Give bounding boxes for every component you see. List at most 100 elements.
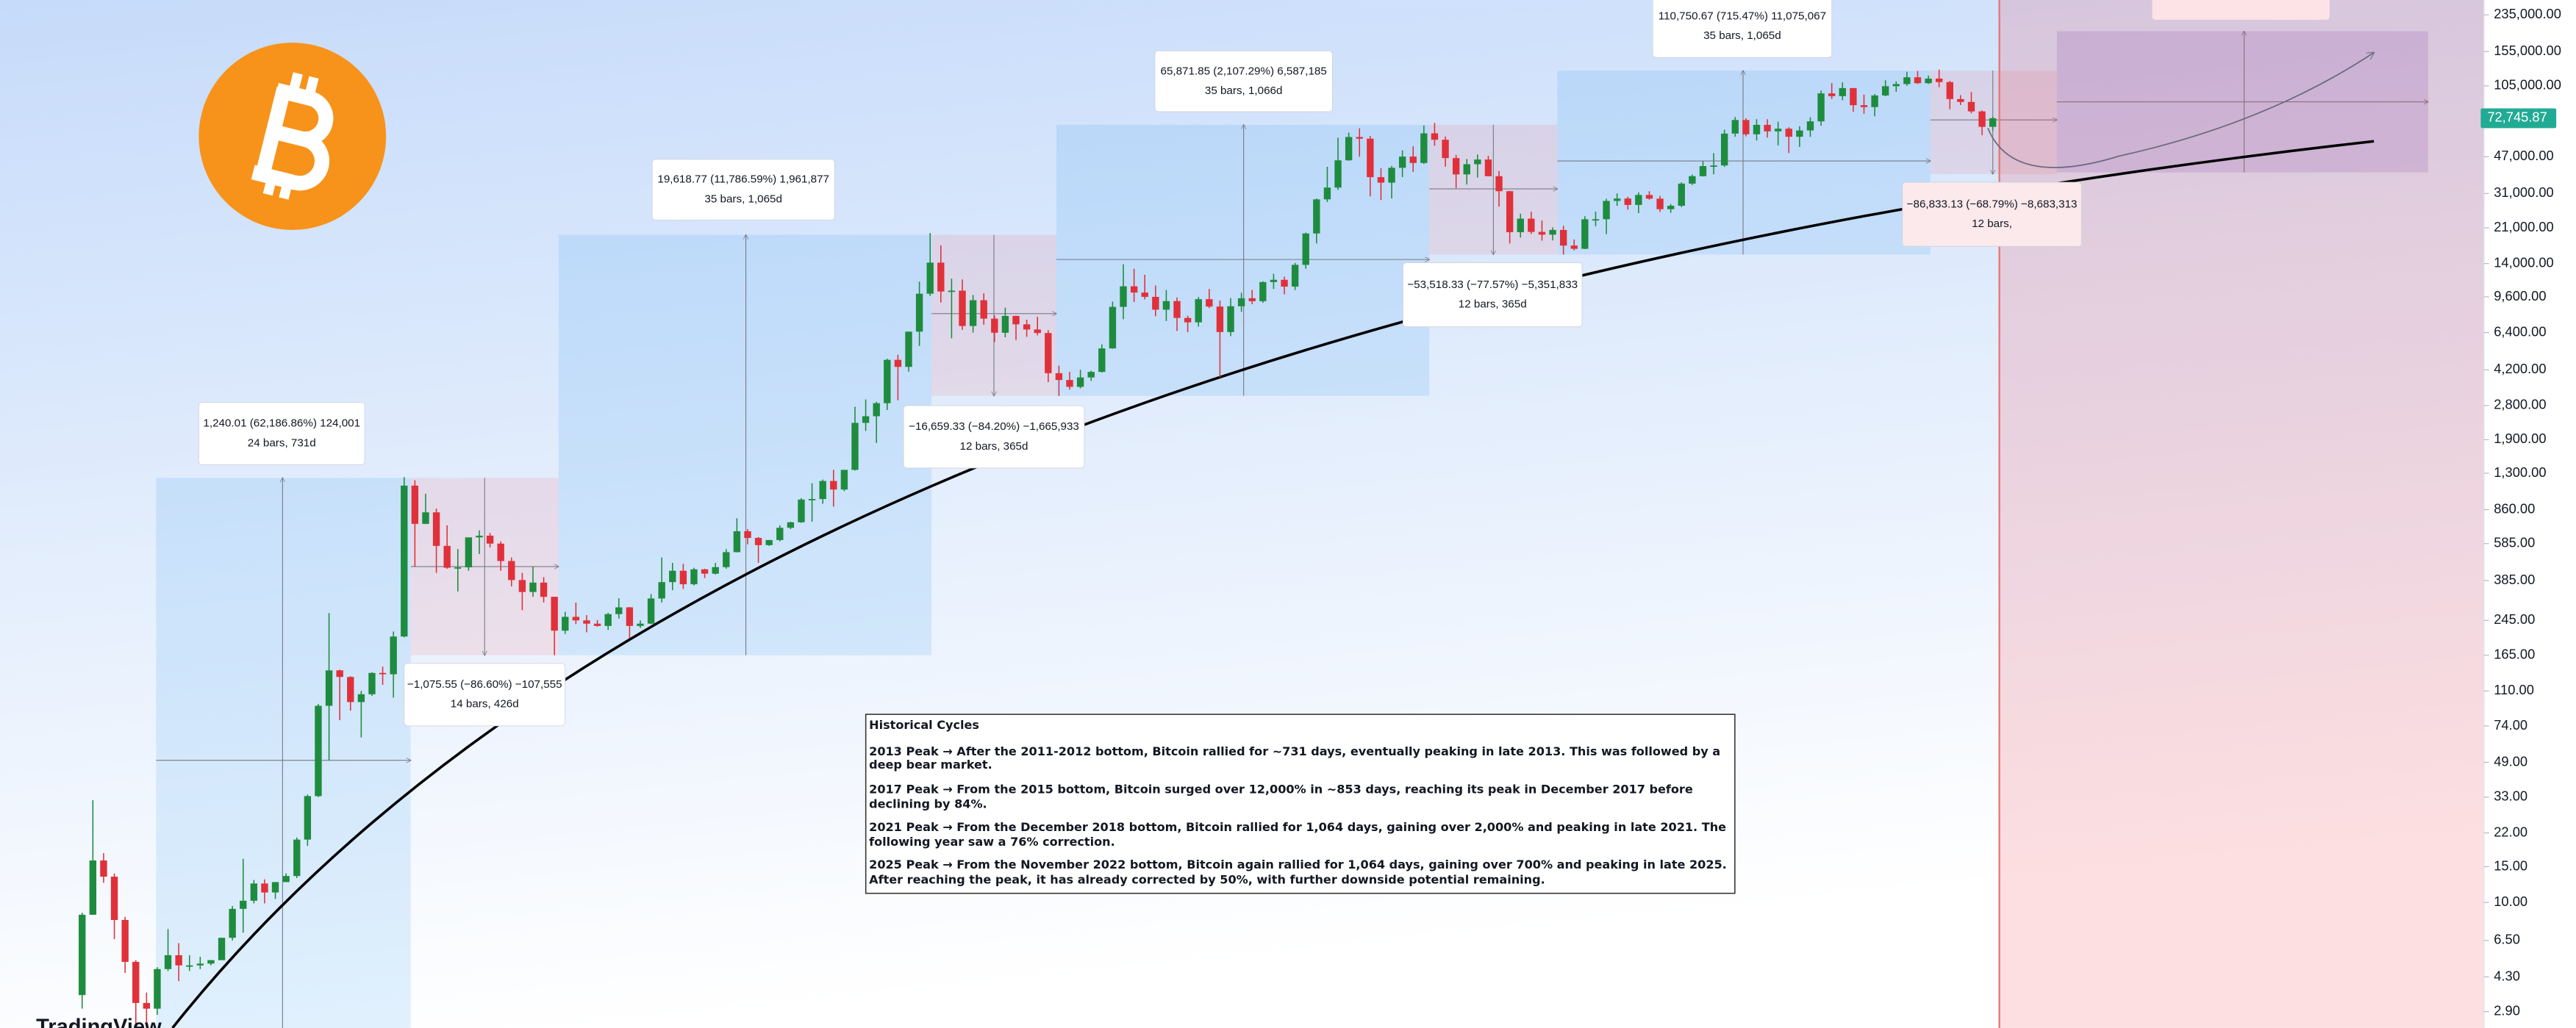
note-title: Historical Cycles [869,717,980,733]
candle-body [937,262,945,292]
annotation-text: 12 bars, 365d [960,440,1028,453]
y-tick-label: 105,000.00 [2494,77,2561,93]
candle-body [1785,129,1792,137]
candle-body [991,318,998,333]
candle-body [1624,198,1631,205]
candle-body [744,531,751,539]
y-tick-label: 6.50 [2494,932,2520,947]
candle-body [787,522,795,528]
candle-body [1216,306,1224,332]
candle-body [175,955,182,966]
candle-body [293,839,301,877]
candle-body [1291,265,1299,287]
y-tick-label: 155,000.00 [2494,43,2561,58]
candle-body [1367,138,1374,178]
candle-body [196,963,204,966]
note-paragraph: 2025 Peak → From the November 2022 botto… [869,858,1727,888]
candle-body [1699,166,1707,176]
y-tick-label: 15.00 [2494,858,2527,873]
annotation-text: 65,871.85 (2,107.29%) 6,587,185 [1161,65,1327,77]
candle-body [873,403,880,417]
y-tick-label: 9,600.00 [2494,288,2546,303]
bitcoin-logo [198,43,387,230]
candle-body [1431,133,1439,140]
candle-body [250,883,258,901]
candle-body [132,961,140,1003]
candle-body [240,900,247,909]
candle-body [1259,281,1267,301]
candle-body [1517,218,1524,233]
candle-body [647,598,655,624]
candle-body [1528,218,1535,232]
candle-body [1227,306,1234,332]
cut-box [2152,0,2330,20]
candle-body [1871,95,1878,107]
candle-body [1603,201,1610,220]
y-tick-label: 585.00 [2494,535,2535,550]
candle-body [1195,299,1202,323]
candle-body [1549,229,1556,235]
note-box [865,714,1736,894]
red-zone [1999,0,2484,1028]
candle-body [669,570,676,583]
candle-body [1635,195,1642,205]
candle-body [411,485,419,524]
candle-body [1881,86,1889,96]
candle-body [1001,315,1009,333]
y-tick-label: 860.00 [2494,500,2535,516]
y-tick-label: 21,000.00 [2494,219,2553,234]
candle-body [1442,140,1449,159]
candle-body [218,938,226,960]
candle-body [1806,121,1814,131]
candle-body [1270,279,1278,282]
candle-body [1903,77,1911,85]
candle-body [1237,298,1245,306]
candle-body [1731,120,1739,134]
candle-body [154,968,161,1009]
candle-body [1152,296,1159,310]
y-tick-label: 14,000.00 [2494,255,2553,270]
candle-body [1377,177,1385,183]
note: Historical Cycles 2013 Peak → After the … [866,714,1735,894]
candle-body [980,300,987,319]
candle-body [583,620,590,624]
candle-body [1742,120,1750,134]
candle-body [572,617,580,621]
candle-body [690,569,698,585]
logo-b [251,82,334,191]
candle-body [422,512,429,524]
candle-body [1570,245,1578,249]
candle-body [830,481,837,490]
candle-body [1388,168,1395,183]
candle-body [701,569,709,574]
candle-body [1925,78,1932,84]
candle-body [1613,198,1621,201]
y-tick-label: 2,800.00 [2494,397,2546,412]
candle-body [79,914,86,996]
candle-body [1935,78,1943,82]
candle-body [476,536,483,538]
candle-body [1087,372,1095,378]
annotation-text: 35 bars, 1,065d [704,193,782,206]
candle-body [1484,159,1492,176]
candle-body [969,300,977,326]
candle-body [368,672,376,694]
candle-body [808,499,816,500]
candle-body [819,481,826,500]
candle-body [1302,233,1309,265]
candle-body [229,908,236,938]
y-tick-label: 4.30 [2494,968,2520,983]
candle-body [1334,160,1342,188]
y-tick-label: 49.00 [2494,753,2527,769]
candle-body [497,543,504,561]
annotation-text: 14 bars, 426d [451,698,519,711]
candle-body [357,694,365,702]
y-axis: 235,000.00 155,000.00 105,000.00 47,000.00 3… [2480,6,2561,1018]
candle-body [1184,317,1192,323]
candle-body [1764,124,1771,132]
candle-body [443,545,451,568]
note-text: Historical Cycles 2013 Peak → After the … [866,714,1735,894]
candle-body [261,883,268,893]
candle-body [1398,157,1406,168]
candle-body [1753,124,1761,134]
